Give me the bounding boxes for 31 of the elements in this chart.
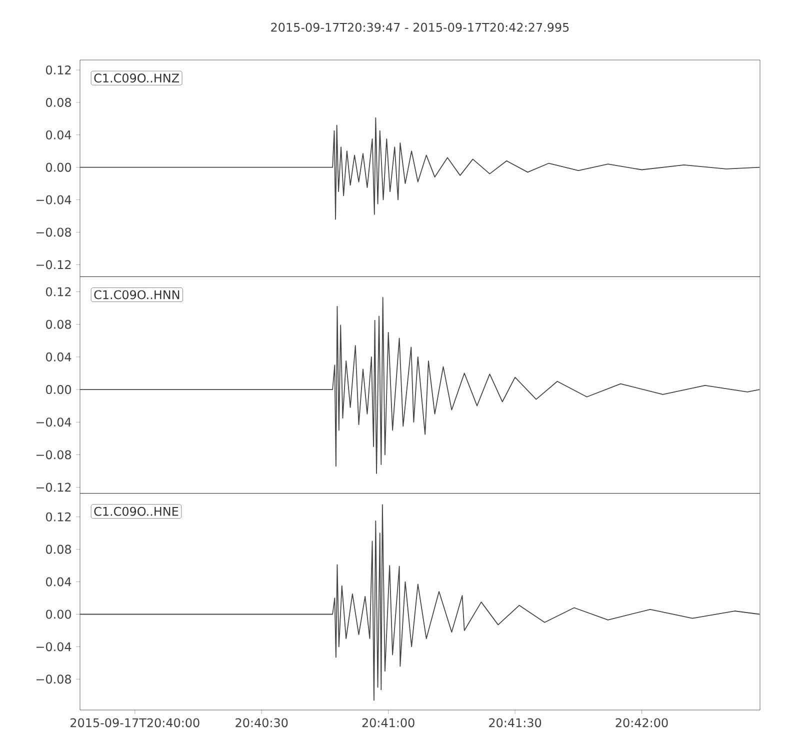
line-series	[80, 504, 760, 701]
y-tick-label: −0.04	[36, 418, 72, 427]
y-tick-label: −0.08	[36, 450, 72, 460]
x-tick-label: 2015-09-17T20:40:00	[70, 718, 200, 728]
y-tick-label: 0.08	[46, 320, 71, 329]
y-tick-label: 0.12	[46, 287, 71, 296]
annotation: C1.C09O..HNN	[94, 290, 180, 300]
y-tick-label: −0.04	[36, 642, 72, 652]
annotation: C1.C09O..HNE	[94, 506, 178, 516]
y-tick-label: −0.04	[36, 195, 72, 204]
y-tick-label: 0.12	[46, 65, 71, 75]
y-tick-label: 0.00	[46, 610, 72, 619]
y-tick-label: 0.04	[46, 130, 72, 140]
y-tick-label: 0.00	[46, 385, 72, 394]
y-tick-label: 0.08	[46, 98, 71, 107]
x-tick-label: 20:41:00	[362, 718, 414, 728]
y-tick-label: 0.08	[46, 544, 71, 554]
x-tick-label: 20:40:30	[236, 718, 288, 728]
y-tick-label: −0.12	[36, 260, 71, 270]
x-tick-label: 20:42:00	[616, 718, 668, 728]
line-series	[80, 117, 760, 220]
annotation: C1.C09O..HNZ	[94, 74, 180, 83]
y-tick-label: 0.04	[46, 352, 72, 362]
y-tick-label: 0.12	[46, 512, 71, 522]
y-tick-label: −0.12	[36, 482, 71, 492]
y-tick-label: −0.08	[36, 228, 72, 237]
chart-title: 2015-09-17T20:39:47 - 2015-09-17T20:42:27.995	[271, 22, 569, 32]
y-tick-label: 0.04	[46, 577, 72, 586]
x-tick-label: 20:41:30	[489, 718, 542, 728]
y-tick-label: 0.00	[46, 162, 72, 172]
y-tick-label: −0.08	[36, 674, 72, 684]
